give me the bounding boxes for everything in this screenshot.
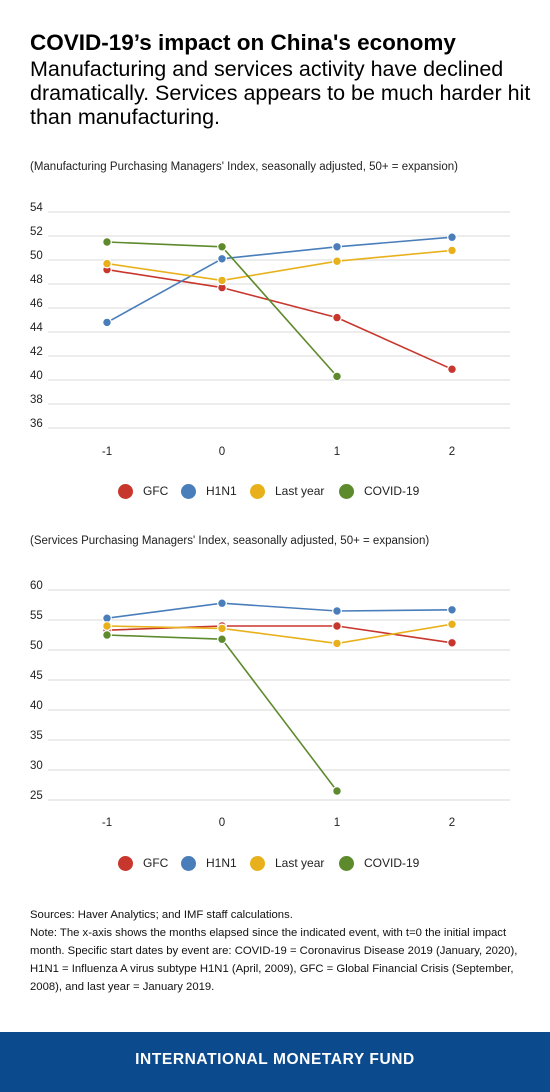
series-line-h1n1 xyxy=(106,236,453,324)
chart-subtitle: Manufacturing and services activity have… xyxy=(30,57,531,129)
legend-label-last-year: Last year xyxy=(275,484,325,498)
y-tick-label: 46 xyxy=(30,298,43,310)
legend-label-covid-19: COVID-19 xyxy=(364,484,420,498)
y-tick-label: 25 xyxy=(30,790,43,802)
legend-label-h1n1: H1N1 xyxy=(206,856,237,870)
footer-brand: INTERNATIONAL MONETARY FUND xyxy=(135,1051,415,1068)
y-tick-label: 60 xyxy=(30,580,43,592)
legend-label-gfc: GFC xyxy=(143,484,169,498)
series-line-covid-19 xyxy=(106,634,338,792)
data-point-covid-19 xyxy=(217,241,227,252)
y-tick-label: 36 xyxy=(30,418,43,430)
legend-marker-last-year xyxy=(250,484,265,499)
series-line-last-year xyxy=(106,623,453,645)
y-tick-label: 42 xyxy=(30,346,43,358)
legend-marker-h1n1 xyxy=(181,856,196,871)
chart-title: COVID-19’s impact on China's economy xyxy=(30,30,456,55)
data-point-last-year xyxy=(332,638,342,649)
legend-label-last-year: Last year xyxy=(275,856,325,870)
legend-marker-covid-19 xyxy=(339,856,354,871)
data-point-h1n1 xyxy=(447,232,457,243)
data-point-gfc xyxy=(447,637,457,648)
data-point-covid-19 xyxy=(332,371,342,382)
data-point-gfc xyxy=(332,312,342,323)
data-point-gfc xyxy=(447,364,457,375)
y-tick-label: 55 xyxy=(30,610,43,622)
legend-marker-gfc xyxy=(118,484,133,499)
x-tick-label: -1 xyxy=(102,817,112,829)
data-point-covid-19 xyxy=(102,237,112,247)
note-text: Note: The x-axis shows the months elapse… xyxy=(30,927,518,993)
services-legend: GFC H1N1 Last year COVID-19 xyxy=(0,853,550,873)
y-tick-label: 38 xyxy=(30,394,43,406)
data-point-covid-19 xyxy=(332,786,342,796)
y-tick-label: 48 xyxy=(30,274,43,286)
manufacturing-caption: (Manufacturing Purchasing Managers' Inde… xyxy=(30,161,458,173)
legend-marker-h1n1 xyxy=(181,484,196,499)
notes: Sources: Haver Analytics; and IMF staff … xyxy=(30,906,530,996)
x-tick-label: 1 xyxy=(334,817,340,829)
y-tick-label: 54 xyxy=(30,202,43,214)
series-line-gfc xyxy=(106,625,453,644)
legend-label-covid-19: COVID-19 xyxy=(364,856,420,870)
x-tick-label: 2 xyxy=(449,817,455,829)
data-point-h1n1 xyxy=(332,241,342,252)
data-point-last-year xyxy=(447,619,457,630)
y-tick-label: 50 xyxy=(30,640,43,652)
data-point-last-year xyxy=(332,256,342,267)
data-point-h1n1 xyxy=(102,317,112,328)
data-point-h1n1 xyxy=(217,598,227,609)
legend-label-gfc: GFC xyxy=(143,856,169,870)
legend-label-h1n1: H1N1 xyxy=(206,484,237,498)
sources-text: Sources: Haver Analytics; and IMF staff … xyxy=(30,909,293,921)
series-line-last-year xyxy=(106,249,453,282)
legend-marker-gfc xyxy=(118,856,133,871)
data-point-covid-19 xyxy=(217,634,227,645)
data-point-last-year xyxy=(217,275,227,286)
x-tick-label: -1 xyxy=(102,446,112,458)
x-tick-label: 0 xyxy=(219,446,225,458)
legend-marker-last-year xyxy=(250,856,265,871)
x-tick-label: 2 xyxy=(449,446,455,458)
legend-marker-covid-19 xyxy=(339,484,354,499)
data-point-last-year xyxy=(447,245,457,256)
y-tick-label: 52 xyxy=(30,226,43,238)
y-tick-label: 40 xyxy=(30,700,43,712)
data-point-last-year xyxy=(217,623,227,634)
y-tick-label: 30 xyxy=(30,760,43,772)
manufacturing-legend: GFC H1N1 Last year COVID-19 xyxy=(0,481,550,501)
series-line-gfc xyxy=(106,268,453,370)
y-tick-label: 35 xyxy=(30,730,43,742)
y-tick-label: 40 xyxy=(30,370,43,382)
data-point-last-year xyxy=(102,621,112,631)
y-tick-label: 45 xyxy=(30,670,43,682)
data-point-last-year xyxy=(102,258,112,269)
data-point-covid-19 xyxy=(102,630,112,640)
y-tick-label: 44 xyxy=(30,322,43,334)
services-caption: (Services Purchasing Managers' Index, se… xyxy=(30,535,430,547)
services-pmi-chart: 25 30 35 40 45 50 55 60 -1 0 1 2 xyxy=(30,580,510,829)
manufacturing-pmi-chart: 36 38 40 42 44 46 48 50 52 54 -1 0 1 2 xyxy=(30,202,510,458)
x-tick-label: 0 xyxy=(219,817,225,829)
x-tick-label: 1 xyxy=(334,446,340,458)
footer-banner: INTERNATIONAL MONETARY FUND xyxy=(0,1032,550,1092)
y-tick-label: 50 xyxy=(30,250,43,262)
data-point-h1n1 xyxy=(332,606,342,616)
data-point-gfc xyxy=(332,621,342,631)
data-point-h1n1 xyxy=(217,253,227,264)
series-line-h1n1 xyxy=(106,602,453,619)
data-point-h1n1 xyxy=(447,604,457,615)
